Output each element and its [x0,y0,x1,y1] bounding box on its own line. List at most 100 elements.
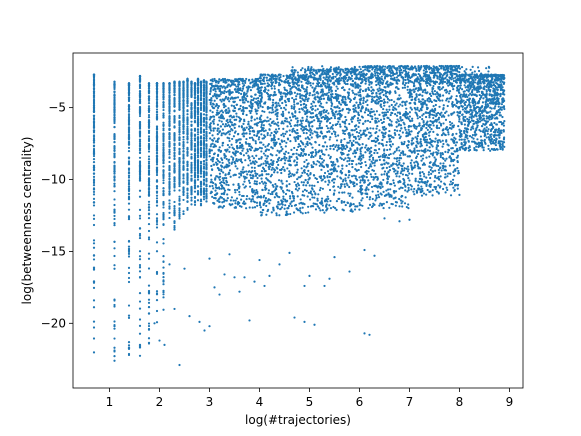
data-point [222,117,226,120]
data-point [217,85,220,88]
data-point [239,172,243,176]
data-point [281,132,285,135]
data-point [147,267,151,270]
data-point [261,137,264,140]
data-point [256,124,259,127]
data-point [210,191,213,194]
data-point [211,184,214,188]
data-point [147,137,151,140]
data-point [127,94,131,97]
data-point [246,100,250,103]
data-point [306,172,309,176]
data-point [305,132,308,135]
data-point [199,164,203,167]
data-point [138,292,142,295]
data-point [334,133,337,136]
data-point [254,191,257,194]
data-point [113,161,116,164]
data-point [213,127,217,130]
data-point [290,107,293,110]
data-point [155,191,159,194]
data-point [282,191,285,194]
data-point [147,184,151,187]
data-point [138,147,142,150]
data-point [234,173,237,176]
data-point [168,118,171,121]
data-point [274,128,278,131]
data-point [317,193,320,196]
data-point [209,174,213,177]
data-point [186,169,189,172]
data-point [321,161,324,164]
data-point [252,84,255,87]
data-point [237,186,240,189]
data-point [226,197,229,200]
data-point [113,133,116,137]
data-point [162,94,165,98]
data-point [261,174,264,177]
data-point [288,116,292,119]
data-point [304,137,307,140]
data-point [225,183,228,186]
data-point [253,134,256,137]
data-point [232,148,236,151]
data-point [345,164,348,167]
data-point [271,184,274,187]
data-point [208,151,211,155]
data-point [286,120,289,123]
data-point [138,227,142,230]
data-point [283,86,286,89]
data-point [270,211,273,214]
data-point [239,104,242,108]
data-point [214,84,217,87]
data-point [344,147,347,150]
data-point [162,293,165,296]
data-point [278,104,281,107]
data-point [281,101,284,105]
data-point [92,158,96,161]
data-point [178,178,181,181]
data-point [162,129,165,132]
data-point [334,131,337,134]
data-point [329,199,332,203]
data-point [190,174,193,177]
data-point [245,92,248,95]
data-point [230,81,233,84]
data-point [224,148,227,152]
data-point [168,202,171,205]
data-point [127,123,131,126]
data-point [208,185,212,188]
data-point [276,108,279,111]
data-point [281,110,285,113]
data-point [347,111,350,114]
data-point [264,164,268,167]
data-point [291,96,294,100]
data-point [336,149,339,152]
data-point [268,167,271,171]
data-point [217,206,220,209]
data-point [162,206,165,209]
data-point [260,213,263,217]
data-point [193,190,197,193]
data-point [190,135,193,138]
data-point [264,188,267,191]
data-point [279,79,282,82]
data-point [147,178,151,182]
data-point [186,119,189,122]
data-point [190,141,193,144]
data-point [147,217,151,220]
data-point [138,122,142,125]
data-point [199,175,203,178]
data-point [138,275,142,279]
data-point [321,209,324,212]
data-point [257,85,260,88]
data-point [168,192,171,195]
data-point [242,166,245,169]
data-point [186,131,189,134]
data-point [266,160,269,163]
data-point [212,129,215,132]
data-point [173,183,176,186]
data-point [276,114,279,118]
data-point [275,192,278,195]
data-point [127,134,131,137]
